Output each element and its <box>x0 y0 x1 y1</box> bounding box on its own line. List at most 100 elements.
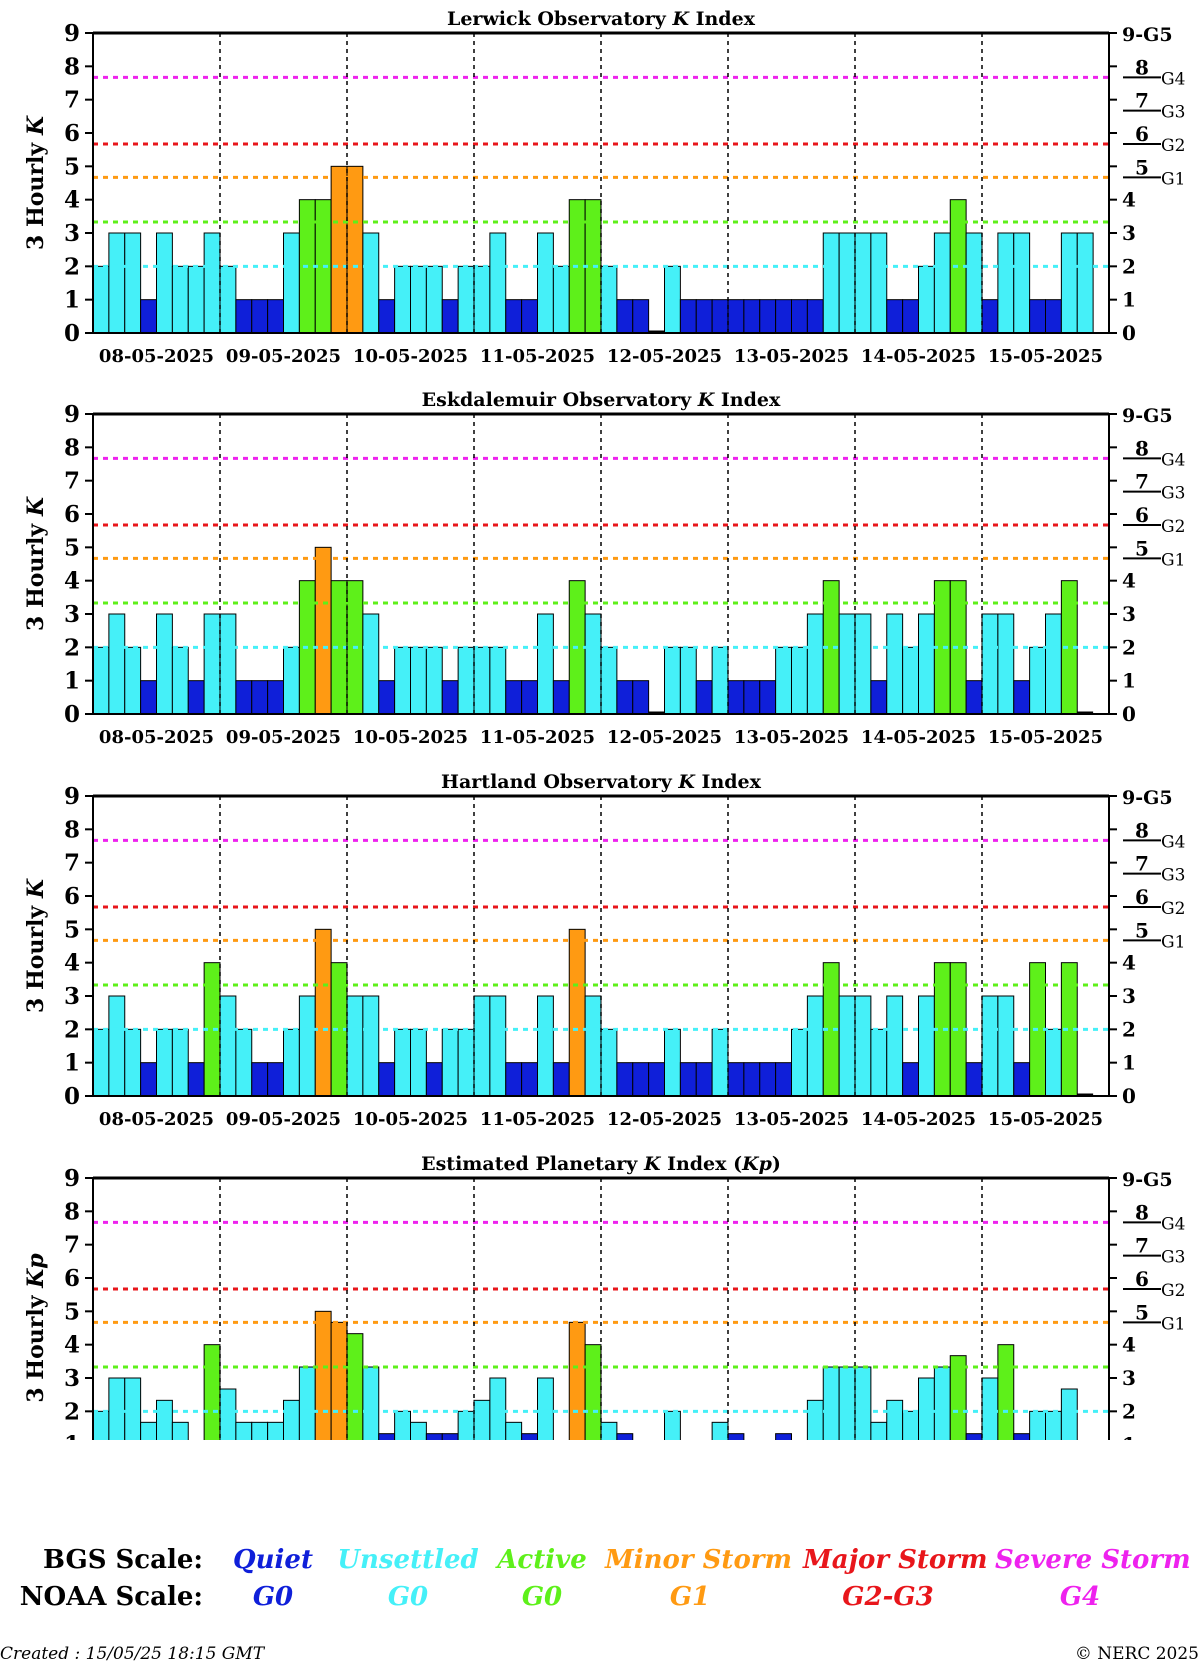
bar <box>473 646 491 715</box>
bgs-minor-storm: Minor Storm <box>605 1545 792 1575</box>
bar <box>457 1410 475 1440</box>
bar <box>1029 1410 1046 1440</box>
bar <box>997 1344 1015 1440</box>
bar <box>1013 680 1031 715</box>
y-tick-label: 8 <box>64 53 80 80</box>
bar <box>171 265 189 334</box>
chart-panel-1: Eskdalemuir Observatory K Index 0 1 2 3 4 5 6 7 8… <box>23 389 1185 748</box>
g-scale-label: G2 <box>1161 517 1185 537</box>
bar <box>711 1421 729 1440</box>
y-tick-label: 5 <box>64 153 80 180</box>
bar <box>425 646 443 715</box>
bar <box>997 232 1015 334</box>
y-axis-label: 3 Hourly K <box>23 878 49 1013</box>
bar <box>378 1062 396 1097</box>
bar <box>537 995 554 1097</box>
bar <box>298 1366 316 1440</box>
g-scale-label: G2 <box>1161 136 1185 156</box>
bar <box>632 680 650 715</box>
bar <box>203 232 221 334</box>
x-tick-label: 10-05-2025 <box>353 346 468 367</box>
bar <box>251 1062 269 1097</box>
bar <box>854 1366 872 1440</box>
bar <box>124 1377 142 1440</box>
bar <box>902 299 919 334</box>
right-tick-label: 2 <box>1122 254 1136 278</box>
bar <box>378 299 396 334</box>
y-tick-label: 7 <box>64 850 80 877</box>
x-tick-label: 08-05-2025 <box>99 1109 214 1130</box>
right-tick-label: 8 <box>1135 818 1149 842</box>
g-scale-label: G4 <box>1161 832 1185 852</box>
bar <box>870 1028 888 1097</box>
title-part: Kp <box>741 1153 773 1175</box>
title-part: ) <box>772 1153 781 1175</box>
x-tick-label: 09-05-2025 <box>226 346 341 367</box>
x-tick-label: 11-05-2025 <box>480 346 595 367</box>
chart-title: Eskdalemuir Observatory K Index <box>422 389 781 411</box>
x-tick-label: 14-05-2025 <box>861 1109 976 1130</box>
bar <box>711 1028 729 1097</box>
g-scale-label: G2 <box>1161 1281 1185 1301</box>
y-tick-label: 6 <box>64 1265 80 1292</box>
bar <box>902 646 919 715</box>
bar <box>886 299 904 334</box>
y-axis-label: 3 Hourly Kp <box>23 1253 49 1403</box>
bar <box>664 1028 681 1097</box>
bgs-severe-storm: Severe Storm <box>995 1545 1191 1575</box>
bar <box>854 613 872 715</box>
y-tick-label: 1 <box>64 668 80 695</box>
bar <box>886 613 904 715</box>
bar <box>410 646 427 715</box>
y-tick-label: 0 <box>64 320 80 347</box>
bar <box>933 1366 951 1440</box>
bar <box>616 299 634 334</box>
bar <box>235 1421 253 1440</box>
y-tick-label: 5 <box>64 916 80 943</box>
bar <box>314 1310 332 1440</box>
bar <box>267 299 284 334</box>
bar <box>505 1421 523 1440</box>
bar <box>457 646 475 715</box>
right-tick-label: 3 <box>1122 221 1136 245</box>
bar <box>918 613 935 715</box>
bar <box>1013 1062 1031 1097</box>
bar <box>584 613 602 715</box>
g-scale-label: G1 <box>1161 1314 1185 1334</box>
bar <box>124 1028 142 1097</box>
bar <box>457 265 475 334</box>
bar <box>140 1062 157 1097</box>
bar <box>775 299 792 334</box>
x-tick-label: 10-05-2025 <box>353 1109 468 1130</box>
bar <box>410 265 427 334</box>
bar <box>711 646 729 715</box>
right-tick-label: 0 <box>1122 321 1136 345</box>
ylabel-part: K <box>23 496 49 517</box>
bar <box>664 265 681 334</box>
y-tick-label: 4 <box>64 568 80 595</box>
bgs-unsettled: Unsettled <box>337 1545 479 1575</box>
noaa-quiet: G0 <box>252 1582 294 1612</box>
y-tick-label: 3 <box>64 601 80 628</box>
y-tick-label: 9 <box>64 401 80 428</box>
right-tick-label: 2 <box>1122 1399 1136 1423</box>
bar <box>489 232 507 334</box>
y-tick-label: 0 <box>64 1083 80 1110</box>
bar <box>362 1366 380 1440</box>
bar <box>759 1062 777 1097</box>
bar <box>822 232 840 334</box>
bar <box>981 995 999 1097</box>
bar <box>362 995 380 1097</box>
title-part: K <box>643 1153 662 1175</box>
x-tick-label: 14-05-2025 <box>861 346 976 367</box>
bar <box>727 680 745 715</box>
right-tick-label: 3 <box>1122 1366 1136 1390</box>
g-scale-label: G2 <box>1161 899 1185 919</box>
bar <box>933 232 951 334</box>
bar <box>791 1028 808 1097</box>
bar <box>965 1062 983 1097</box>
right-tick-label: 6 <box>1135 885 1149 909</box>
y-tick-label: 1 <box>64 287 80 314</box>
x-tick-label: 12-05-2025 <box>607 346 722 367</box>
ylabel-part: 3 Hourly <box>23 1288 49 1403</box>
